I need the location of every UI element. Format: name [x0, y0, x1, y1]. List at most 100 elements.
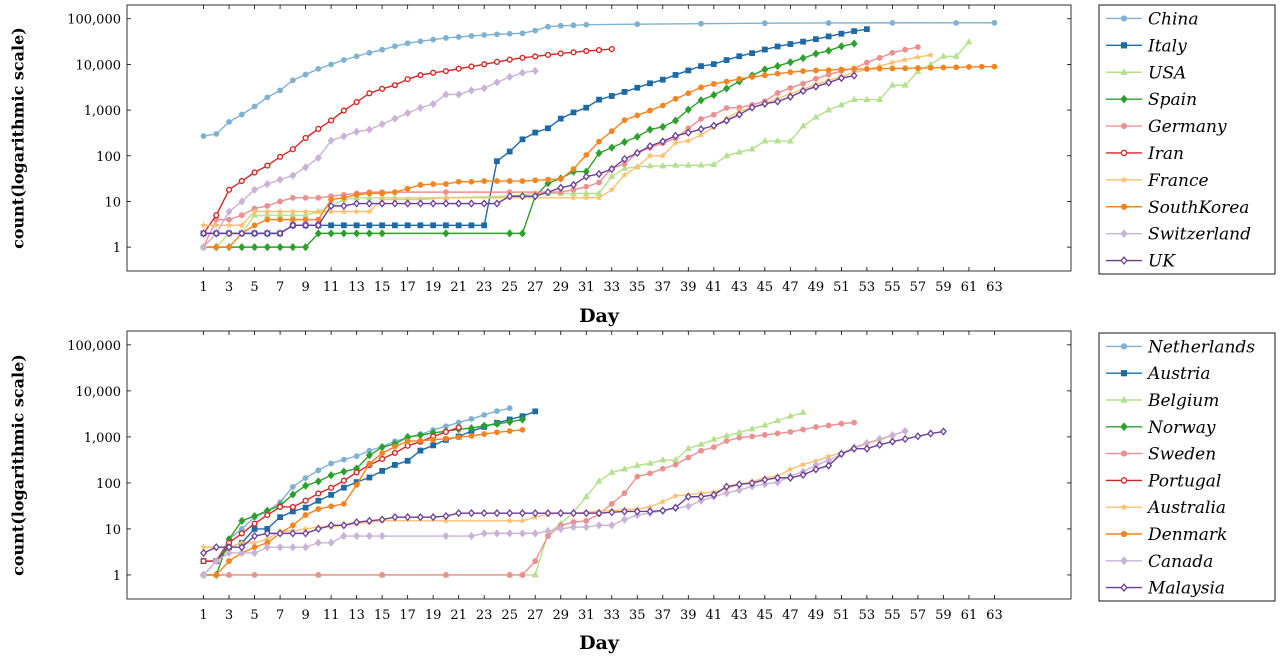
x-tick-label: 5 — [250, 608, 258, 623]
data-point — [888, 81, 896, 88]
data-point — [518, 229, 526, 238]
x-tick-label: 37 — [655, 608, 672, 623]
y-tick-label: 10 — [104, 523, 121, 538]
data-point — [787, 429, 794, 435]
x-tick-label: 31 — [578, 280, 595, 295]
data-point — [697, 440, 705, 447]
x-tick-label: 15 — [374, 280, 391, 295]
data-point — [799, 460, 807, 468]
y-tick-label: 100,000 — [67, 13, 121, 28]
data-point — [608, 128, 615, 135]
data-point — [723, 116, 731, 125]
data-point — [226, 216, 232, 223]
data-point — [837, 449, 845, 458]
data-point — [723, 431, 731, 439]
data-point — [799, 86, 807, 96]
x-tick-label: 1 — [199, 608, 207, 623]
data-point — [659, 497, 667, 505]
data-point — [506, 56, 513, 63]
data-point — [506, 148, 513, 155]
data-point — [978, 63, 985, 70]
legend-label: Austria — [1146, 364, 1210, 384]
data-point — [518, 415, 526, 424]
x-tick-label: 39 — [680, 280, 697, 295]
data-point — [314, 221, 322, 230]
data-point — [429, 513, 437, 522]
data-point — [519, 30, 526, 37]
y-axis: 1 10 100 1,000 10,000 100,000 — [67, 13, 1071, 256]
legend-label: USA — [1148, 63, 1186, 83]
data-point — [672, 161, 680, 168]
data-point — [761, 20, 768, 27]
data-point — [443, 35, 449, 41]
x-tick-label: 21 — [450, 608, 467, 623]
legend-label: Norway — [1147, 418, 1216, 438]
data-point — [825, 422, 832, 429]
data-point — [276, 153, 284, 160]
data-point — [837, 100, 845, 108]
data-point — [532, 27, 539, 34]
data-point — [277, 216, 283, 223]
data-point — [646, 141, 654, 151]
data-point — [583, 152, 590, 158]
data-point — [442, 511, 450, 521]
data-point — [927, 64, 934, 71]
data-point — [698, 84, 704, 91]
data-point — [379, 450, 386, 457]
data-point — [965, 38, 973, 45]
data-point — [786, 137, 794, 144]
data-point — [391, 114, 399, 123]
data-point — [723, 151, 731, 159]
data-point — [442, 428, 450, 436]
legend-entry-italy: Italy — [1106, 36, 1187, 56]
data-point — [774, 61, 782, 71]
data-point — [850, 444, 858, 453]
data-point — [786, 412, 794, 419]
data-point — [353, 191, 360, 198]
data-point — [353, 453, 360, 460]
data-point — [494, 429, 500, 436]
data-point — [646, 151, 654, 159]
data-point — [315, 467, 322, 474]
data-point — [314, 524, 322, 534]
data-point — [519, 136, 526, 143]
data-point — [710, 81, 717, 87]
data-point — [455, 178, 462, 185]
data-point — [544, 187, 552, 197]
data-point — [761, 432, 768, 438]
data-point — [404, 76, 411, 83]
data-point — [799, 122, 807, 129]
data-point — [633, 461, 641, 468]
y-tick-label: 100,000 — [67, 339, 121, 354]
data-point — [226, 572, 232, 578]
data-point — [825, 46, 833, 55]
data-point — [302, 529, 310, 538]
x-tick-label: 45 — [757, 280, 774, 295]
data-point — [416, 103, 424, 112]
data-point — [289, 503, 296, 511]
data-point — [531, 529, 539, 538]
x-tick-label: 7 — [276, 608, 284, 623]
data-point — [302, 512, 309, 518]
data-point — [212, 543, 220, 552]
data-point — [391, 189, 398, 196]
data-point — [379, 572, 386, 578]
data-point — [595, 169, 603, 179]
data-point — [378, 199, 386, 208]
data-point — [289, 207, 297, 215]
legend-marker — [1120, 68, 1128, 75]
data-point — [493, 58, 501, 65]
data-point — [774, 473, 782, 482]
data-point — [569, 522, 577, 532]
data-point — [493, 509, 501, 518]
data-point — [365, 125, 373, 134]
data-point — [786, 92, 794, 101]
data-point — [443, 222, 449, 229]
data-point — [850, 95, 858, 102]
data-point — [417, 222, 424, 229]
x-tick-label: 33 — [603, 608, 620, 623]
data-point — [379, 46, 386, 53]
data-point — [353, 531, 361, 541]
data-point — [876, 95, 884, 102]
